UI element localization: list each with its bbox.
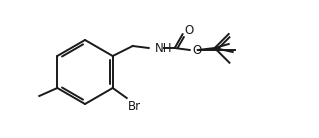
Text: O: O: [185, 25, 194, 38]
Text: O: O: [193, 44, 202, 58]
Text: NH: NH: [155, 42, 172, 55]
Text: Br: Br: [128, 100, 141, 113]
